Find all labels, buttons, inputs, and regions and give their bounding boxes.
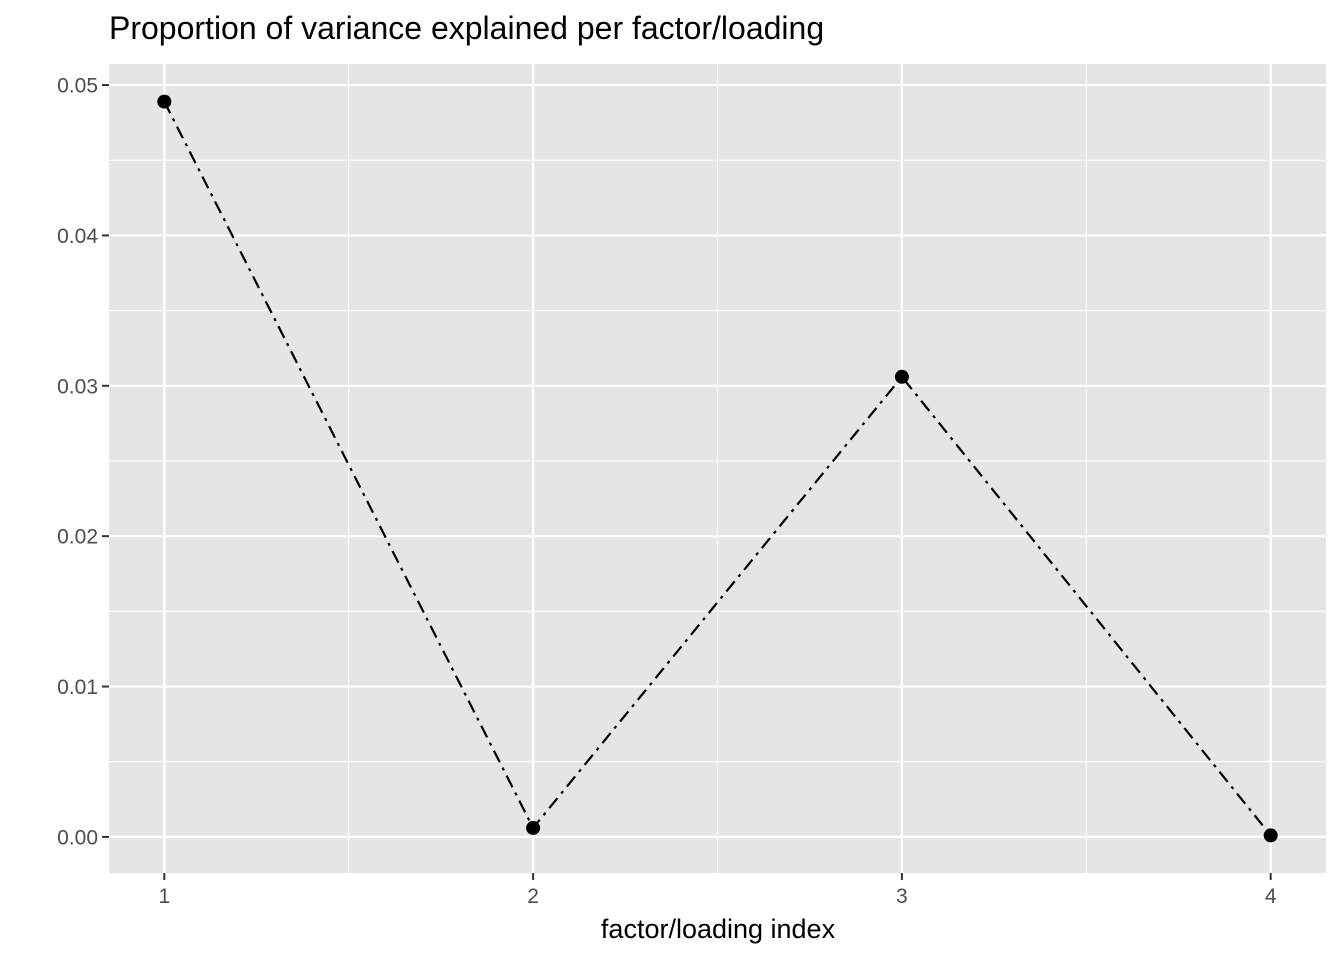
- y-tick-label: 0.00: [57, 826, 98, 849]
- x-tick-label: 1: [158, 885, 170, 908]
- x-axis-label: factor/loading index: [601, 914, 836, 944]
- chart-title: Proportion of variance explained per fac…: [109, 10, 824, 46]
- x-tick-label: 3: [896, 885, 908, 908]
- x-tick-label: 4: [1265, 885, 1277, 908]
- y-axis: 0.00 0.01 0.02 0.03 0.04 0.05: [57, 75, 109, 849]
- y-tick-label: 0.01: [57, 676, 98, 699]
- data-point: [526, 820, 541, 835]
- y-tick-label: 0.02: [57, 526, 98, 549]
- y-tick-label: 0.05: [57, 75, 98, 98]
- x-tick-label: 2: [527, 885, 539, 908]
- x-axis: 1 2 3 4: [158, 873, 1277, 908]
- minor-gridlines: [109, 64, 1326, 873]
- series-layer: [157, 94, 1278, 843]
- data-point: [894, 369, 909, 384]
- data-point: [1263, 828, 1278, 843]
- major-gridlines: [109, 64, 1326, 873]
- data-point: [157, 94, 172, 109]
- y-tick-label: 0.03: [57, 375, 98, 398]
- series-line: [163, 101, 1272, 837]
- y-tick-label: 0.04: [57, 225, 98, 248]
